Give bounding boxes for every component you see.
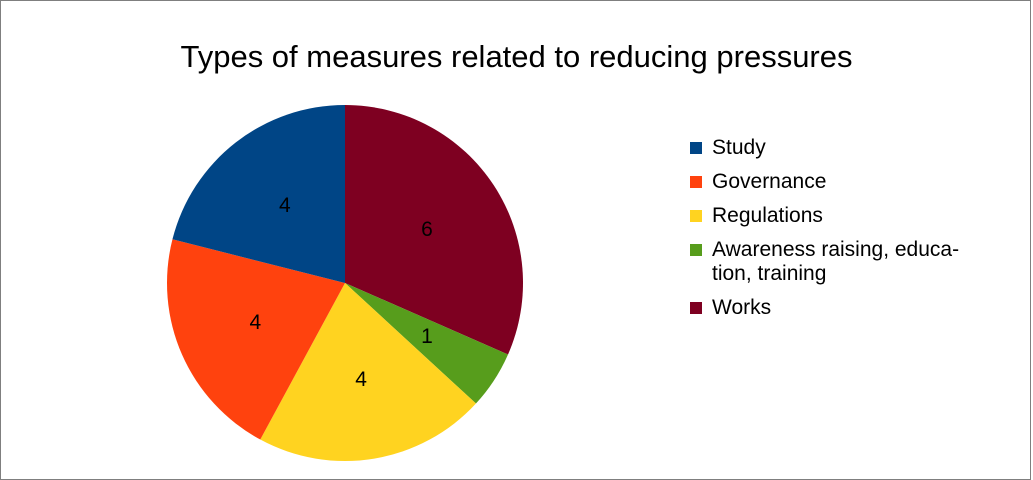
- legend-swatch: [690, 142, 702, 154]
- data-label: 6: [421, 218, 433, 241]
- legend-label: Governance: [712, 170, 1002, 194]
- legend-item: Awareness raising, educa-tion, training: [690, 238, 1030, 286]
- legend: Study Governance Regulations Awareness rais…: [690, 136, 1030, 330]
- data-label: 4: [279, 194, 291, 217]
- legend-swatch: [690, 176, 702, 188]
- data-label: 1: [421, 325, 433, 348]
- legend-item: Works: [690, 296, 1030, 320]
- legend-item: Regulations: [690, 204, 1030, 228]
- legend-item: Study: [690, 136, 1030, 160]
- data-label: 4: [355, 368, 367, 391]
- legend-item: Governance: [690, 170, 1030, 194]
- data-label: 4: [250, 311, 262, 334]
- legend-label: Works: [712, 296, 1002, 320]
- legend-swatch: [690, 210, 702, 222]
- legend-swatch: [690, 302, 702, 314]
- legend-label: Regulations: [712, 204, 1002, 228]
- legend-label: Study: [712, 136, 1002, 160]
- legend-swatch: [690, 244, 702, 256]
- legend-label: Awareness raising, educa-tion, training: [712, 238, 1002, 286]
